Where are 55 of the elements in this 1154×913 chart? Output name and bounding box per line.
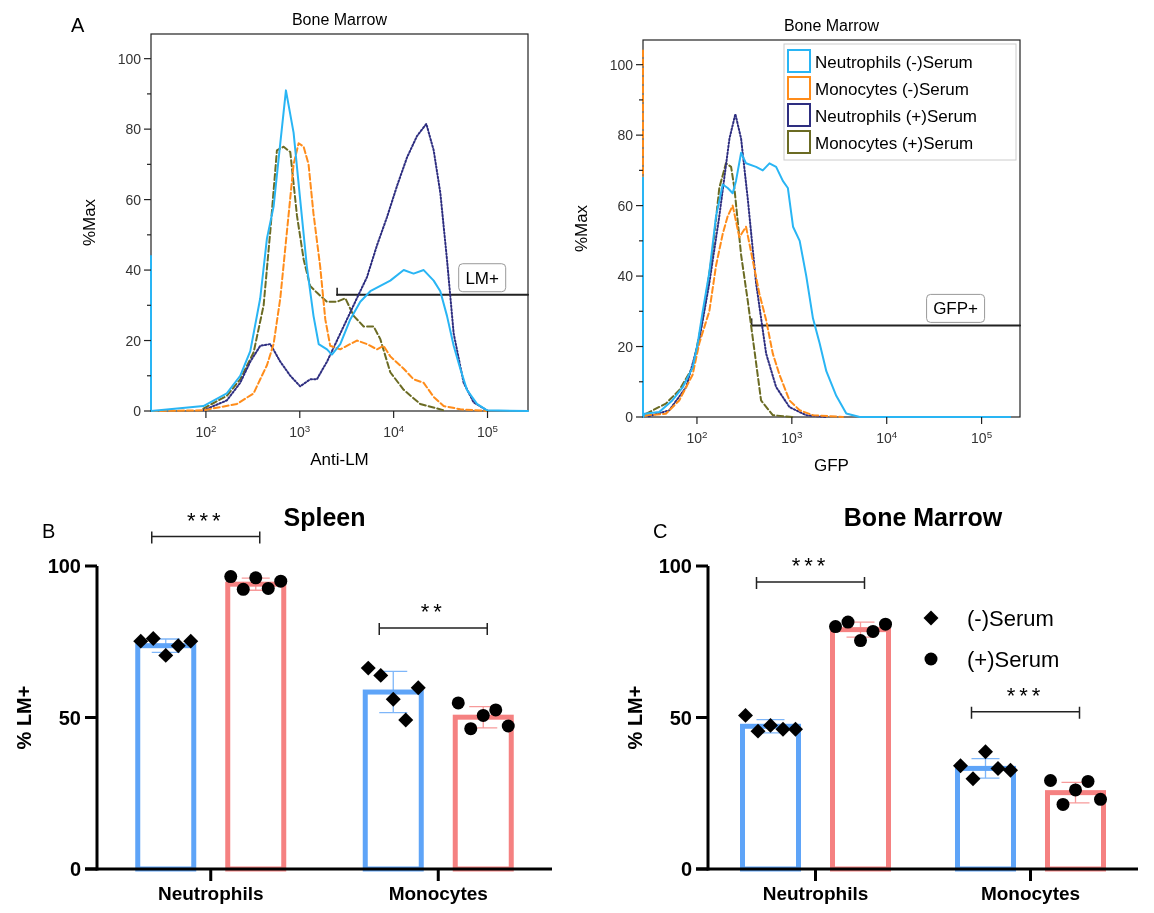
y-tick-label: 40 (617, 268, 634, 285)
y-tick-label: 50 (669, 706, 692, 729)
x-tick-label: Monocytes (388, 883, 488, 904)
y-tick-label: 60 (125, 191, 142, 208)
text: *** (186, 507, 225, 533)
chart-title: Bone Marrow (783, 17, 880, 34)
y-tick-label: 100 (47, 555, 81, 577)
x-axis-title: GFP (814, 456, 849, 475)
text: A (71, 14, 85, 36)
chart-title: Bone Marrow (291, 11, 388, 28)
text: B (42, 520, 56, 542)
annotation: ** (420, 599, 446, 625)
y-tick-label: 100 (658, 555, 692, 577)
x-tick-label: Neutrophils (762, 883, 869, 904)
x-tick-label: 10$^{2}$ (686, 428, 708, 446)
y-tick-label: 100 (117, 50, 142, 67)
series-label: GFP+ (933, 299, 979, 319)
legend-label: Monocytes (+)Serum (815, 134, 974, 153)
legend-label: (+)Serum (967, 647, 1060, 672)
legend-label: (-)Serum (967, 606, 1054, 631)
y-tick-label: 0 (680, 858, 692, 880)
x-tick-label: 10$^{4}$ (383, 422, 405, 440)
y-axis-title: %Max (80, 198, 99, 247)
y-tick-label: 80 (125, 121, 142, 138)
x-tick-label: 10$^{2}$ (195, 422, 217, 440)
legend-label: Neutrophils (-)Serum (815, 53, 973, 72)
y-tick-label: 100 (609, 56, 634, 73)
legend-label: Monocytes (-)Serum (815, 80, 969, 99)
annotation: *** (1006, 682, 1045, 708)
x-tick-label: 10$^{3}$ (289, 422, 311, 440)
y-tick-label: 20 (617, 338, 634, 355)
y-tick-label: 60 (617, 197, 634, 214)
y-tick-label: 80 (617, 127, 634, 144)
x-tick-label: 10$^{5}$ (971, 428, 993, 446)
text: C (653, 520, 668, 542)
legend-label: Neutrophils (+)Serum (815, 107, 978, 126)
x-tick-label: Neutrophils (157, 883, 264, 904)
y-axis-title: % LM+ (624, 685, 646, 750)
chart-title: Spleen (283, 503, 366, 531)
y-tick-label: 0 (69, 858, 81, 880)
x-tick-label: Monocytes (980, 883, 1081, 904)
y-tick-label: 0 (625, 409, 634, 425)
x-tick-label: 10$^{5}$ (476, 422, 499, 440)
y-axis-title: % LM+ (13, 685, 35, 750)
y-tick-label: 20 (125, 332, 142, 349)
y-axis-title: %Max (572, 204, 591, 253)
series-label: LM+ (465, 268, 500, 288)
x-tick-label: 10$^{4}$ (876, 428, 898, 446)
y-tick-label: 40 (125, 262, 142, 279)
x-tick-label: 10$^{3}$ (781, 428, 803, 446)
x-axis-title: Anti-LM (310, 450, 369, 469)
y-tick-label: 0 (133, 403, 142, 419)
y-tick-label: 50 (58, 706, 81, 729)
chart-title: Bone Marrow (843, 503, 1003, 531)
annotation: *** (791, 553, 830, 579)
